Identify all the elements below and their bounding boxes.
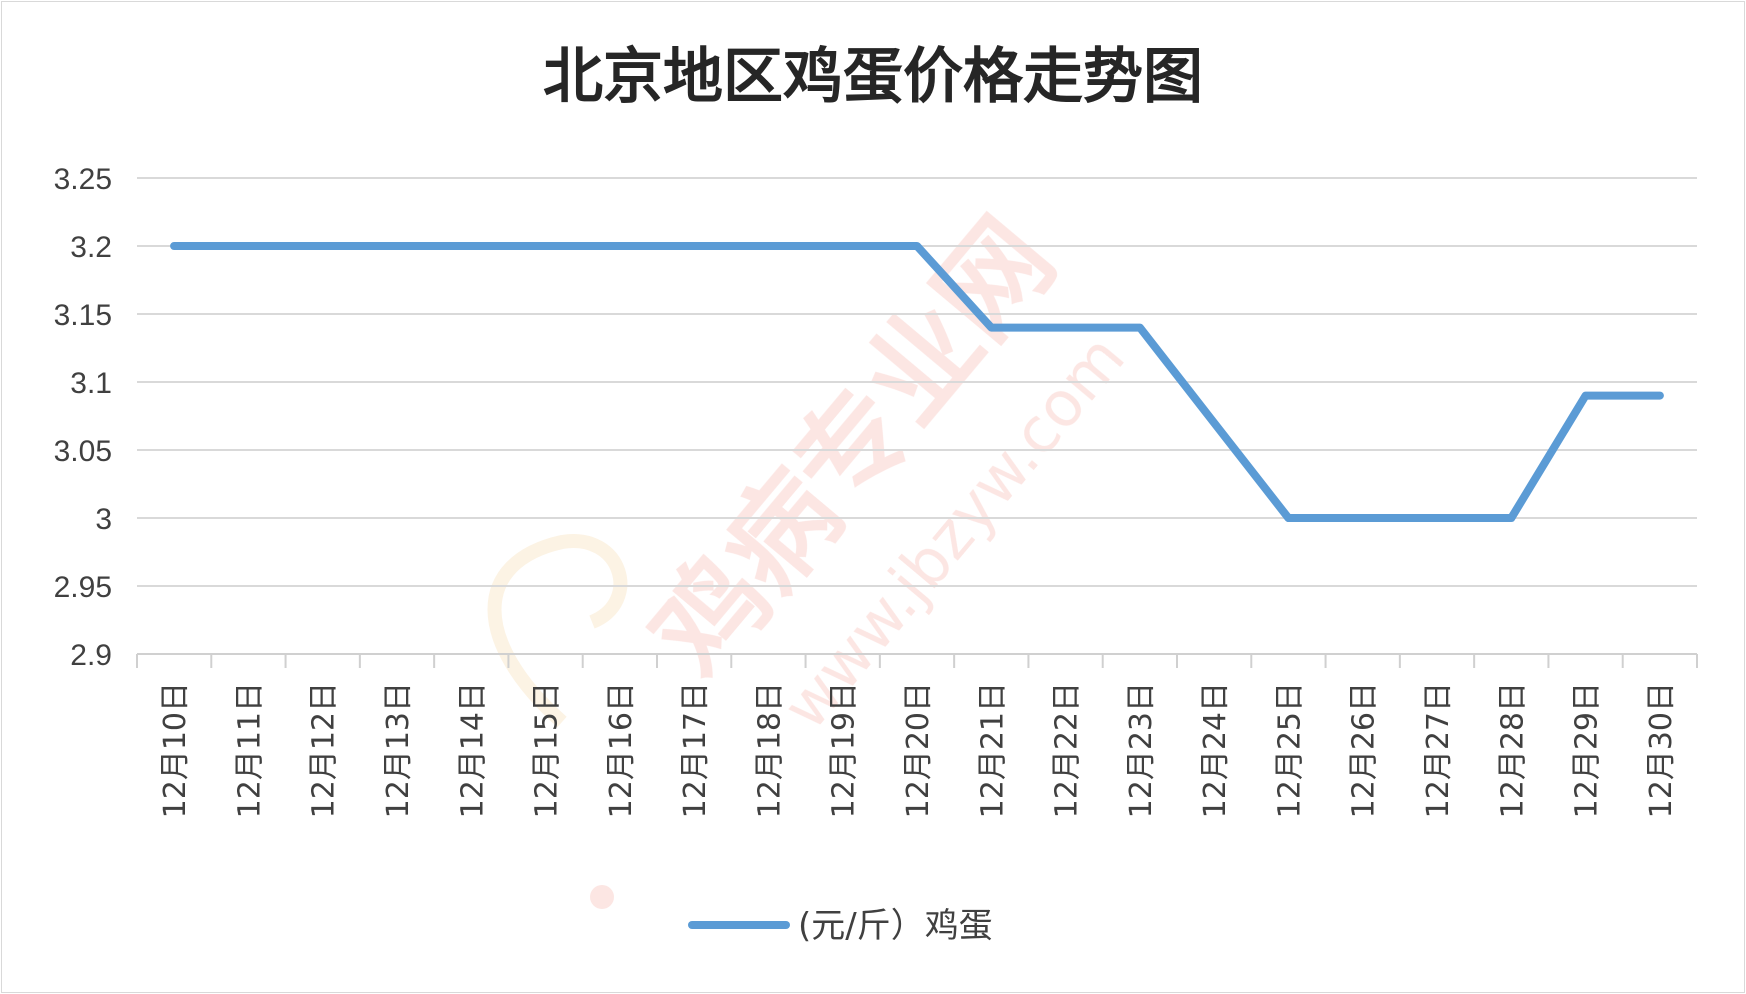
x-tick-label: 12月28日	[1495, 682, 1530, 818]
y-tick-label: 3.15	[54, 299, 112, 332]
x-tick-label: 12月13日	[381, 682, 416, 818]
x-tick-label: 12月25日	[1272, 682, 1307, 818]
x-tick-label: 12月18日	[752, 682, 787, 818]
y-tick-label: 3.25	[54, 163, 112, 196]
x-tick-label: 12月26日	[1347, 682, 1382, 818]
x-tick-label: 12月19日	[827, 682, 862, 818]
x-tick-label: 12月24日	[1198, 682, 1233, 818]
x-tick-label: 12月29日	[1570, 682, 1605, 818]
x-tick-label: 12月12日	[307, 682, 342, 818]
x-tick-label: 12月15日	[530, 682, 565, 818]
x-tick-label: 12月10日	[158, 682, 193, 818]
x-tick-label: 12月27日	[1421, 682, 1456, 818]
x-tick-label: 12月23日	[1124, 682, 1159, 818]
x-tick-label: 12月16日	[604, 682, 639, 818]
y-tick-label: 3.05	[54, 435, 112, 468]
y-axis-ticks: 3.25 3.2 3.15 3.1 3.05 3 2.95 2.9	[54, 163, 112, 672]
watermark-dot	[590, 885, 614, 909]
y-tick-label: 2.95	[54, 571, 112, 604]
x-tick-label: 12月14日	[455, 682, 490, 818]
legend-label: (元/斤）鸡蛋	[798, 906, 993, 946]
x-tick-label: 12月17日	[678, 682, 713, 818]
x-tick-label: 12月21日	[975, 682, 1010, 818]
x-tick-label: 12月11日	[232, 682, 267, 818]
x-axis: 12月10日 12月11日 12月12日 12月13日 12月14日 12月15日 12月1…	[136, 653, 1698, 818]
x-tick-label: 12月30日	[1644, 682, 1679, 818]
y-tick-label: 3.2	[70, 231, 112, 264]
y-tick-label: 2.9	[70, 639, 112, 672]
series-layer	[170, 242, 1664, 522]
legend: (元/斤）鸡蛋	[688, 906, 993, 946]
y-tick-label: 3	[95, 503, 112, 536]
x-tick-label: 12月22日	[1050, 682, 1085, 818]
chart-title: 北京地区鸡蛋价格走势图	[543, 42, 1203, 112]
y-tick-label: 3.1	[70, 367, 112, 400]
x-tick-label: 12月20日	[901, 682, 936, 818]
